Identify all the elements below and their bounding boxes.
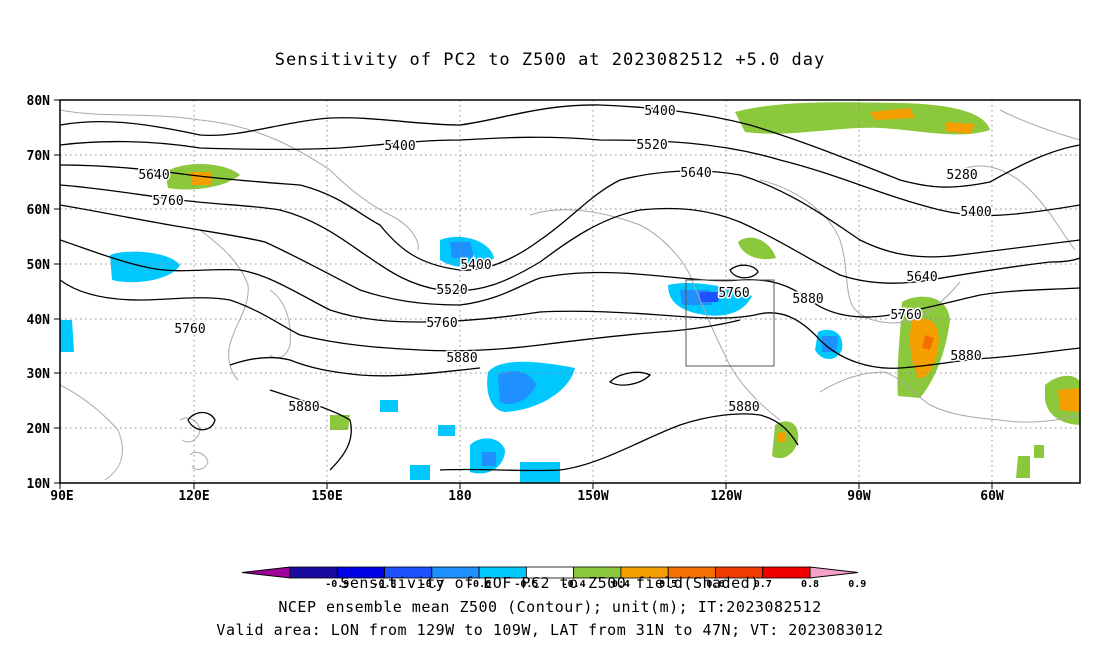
colorbar-level-label: 0.4 [612,579,630,590]
shade-pos-core [778,432,786,442]
shade-pos [738,237,776,260]
lat-label: 20N [27,422,51,437]
lon-label: 90E [50,489,73,504]
contour-label: 5400 [384,139,415,154]
colorbar-level-label: 0.7 [754,579,772,590]
lon-label: 120W [710,489,741,504]
contour-label: 5880 [446,351,477,366]
lon-label: 180 [448,489,472,504]
shade-pos [735,102,990,135]
shade-pos-core [945,122,975,134]
colorbar-level-label: -0.9 [325,579,349,590]
footer-line-shading: Sensitivity of EOF PC2 to Z500 field(Sha… [340,574,760,592]
shade-pos [1016,456,1030,478]
shade-neg-core [822,336,838,352]
lon-label: 60W [980,489,1004,504]
contour-label: 5880 [728,400,759,415]
map-title: Sensitivity of PC2 to Z500 at 2023082512… [274,50,826,70]
colorbar-level-label: -0.4 [562,579,586,590]
contour-label: 5760 [890,308,921,323]
lon-labels: 90E 120E 150E 180 150W 120W 90W 60W [50,489,1004,504]
lon-label: 90W [847,489,871,504]
lon-label: 150E [311,489,342,504]
colorbar-level-label: -0.8 [372,579,396,590]
shade-pos-core [1058,388,1080,412]
shade-neg [410,465,430,480]
lon-label: 120E [178,489,209,504]
contour-label: 5760 [718,286,749,301]
contour-label: 5520 [636,138,667,153]
contour-label-group: 5400 5400 5520 5640 5760 5280 5400 5400 … [137,103,993,417]
shade-pos [330,415,350,430]
sensitivity-map: 5400 5400 5520 5640 5760 5280 5400 5400 … [27,94,1081,504]
contour-label: 5280 [946,168,977,183]
colorbar: -0.9 -0.8 -0.7 -0.6 -0.5 -0.4 0.4 0.5 0.6 0.7 0.8 0… [241,566,866,590]
shade-neg-core [450,242,474,258]
colorbar-level-label: -0.7 [420,579,444,590]
shade-neg-core [700,292,720,302]
z500-contours [60,104,1080,472]
shade-neg-core [482,452,496,466]
footer-line-contour: NCEP ensemble mean Z500 (Contour); unit(… [278,598,822,616]
shade-neg [380,400,398,412]
footer-line-valid-area: Valid area: LON from 129W to 109W, LAT f… [216,621,884,639]
contour-label: 5880 [950,349,981,364]
contour-label: 5640 [138,168,169,183]
shade-neg [520,462,560,483]
lat-labels: 80N 70N 60N 50N 40N 30N 20N 10N [27,94,51,492]
lat-label: 50N [27,258,51,273]
lat-label: 30N [27,367,51,382]
colorbar-level-label: 0.5 [659,579,677,590]
contour-label: 5760 [426,316,457,331]
axis-ticks [54,99,993,489]
colorbar-level-label: -0.6 [467,579,491,590]
lat-label: 60N [27,203,51,218]
lon-label: 150W [577,489,608,504]
shade-neg-core [498,371,536,405]
lat-label: 80N [27,94,51,109]
contour-label: 5880 [792,292,823,307]
colorbar-level-label: 0.8 [801,579,819,590]
plot-frame [59,99,1081,484]
contour-label: 5520 [436,283,467,298]
contour-label: 5880 [288,400,319,415]
contour-label: 5760 [152,194,183,209]
lat-label: 40N [27,313,51,328]
shade-neg [60,320,74,352]
contour-label: 5760 [174,322,205,337]
contour-label: 5400 [644,104,675,119]
graticule [60,100,1080,483]
contour-label: 5400 [960,205,991,220]
contour-label: 5640 [680,166,711,181]
shade-pos [1034,445,1044,458]
colorbar-level-label: 0.6 [706,579,724,590]
lat-label: 10N [27,477,51,492]
colorbar-level-label: 0.9 [848,579,866,590]
colorbar-end-high [809,566,859,579]
shade-pos-core [870,108,915,120]
contour-label: 5640 [906,270,937,285]
contour-label: 5400 [460,258,491,273]
colorbar-level-label: -0.5 [514,579,538,590]
valid-area-box [685,279,775,367]
shade-pos-core [922,335,934,350]
lat-label: 70N [27,149,51,164]
